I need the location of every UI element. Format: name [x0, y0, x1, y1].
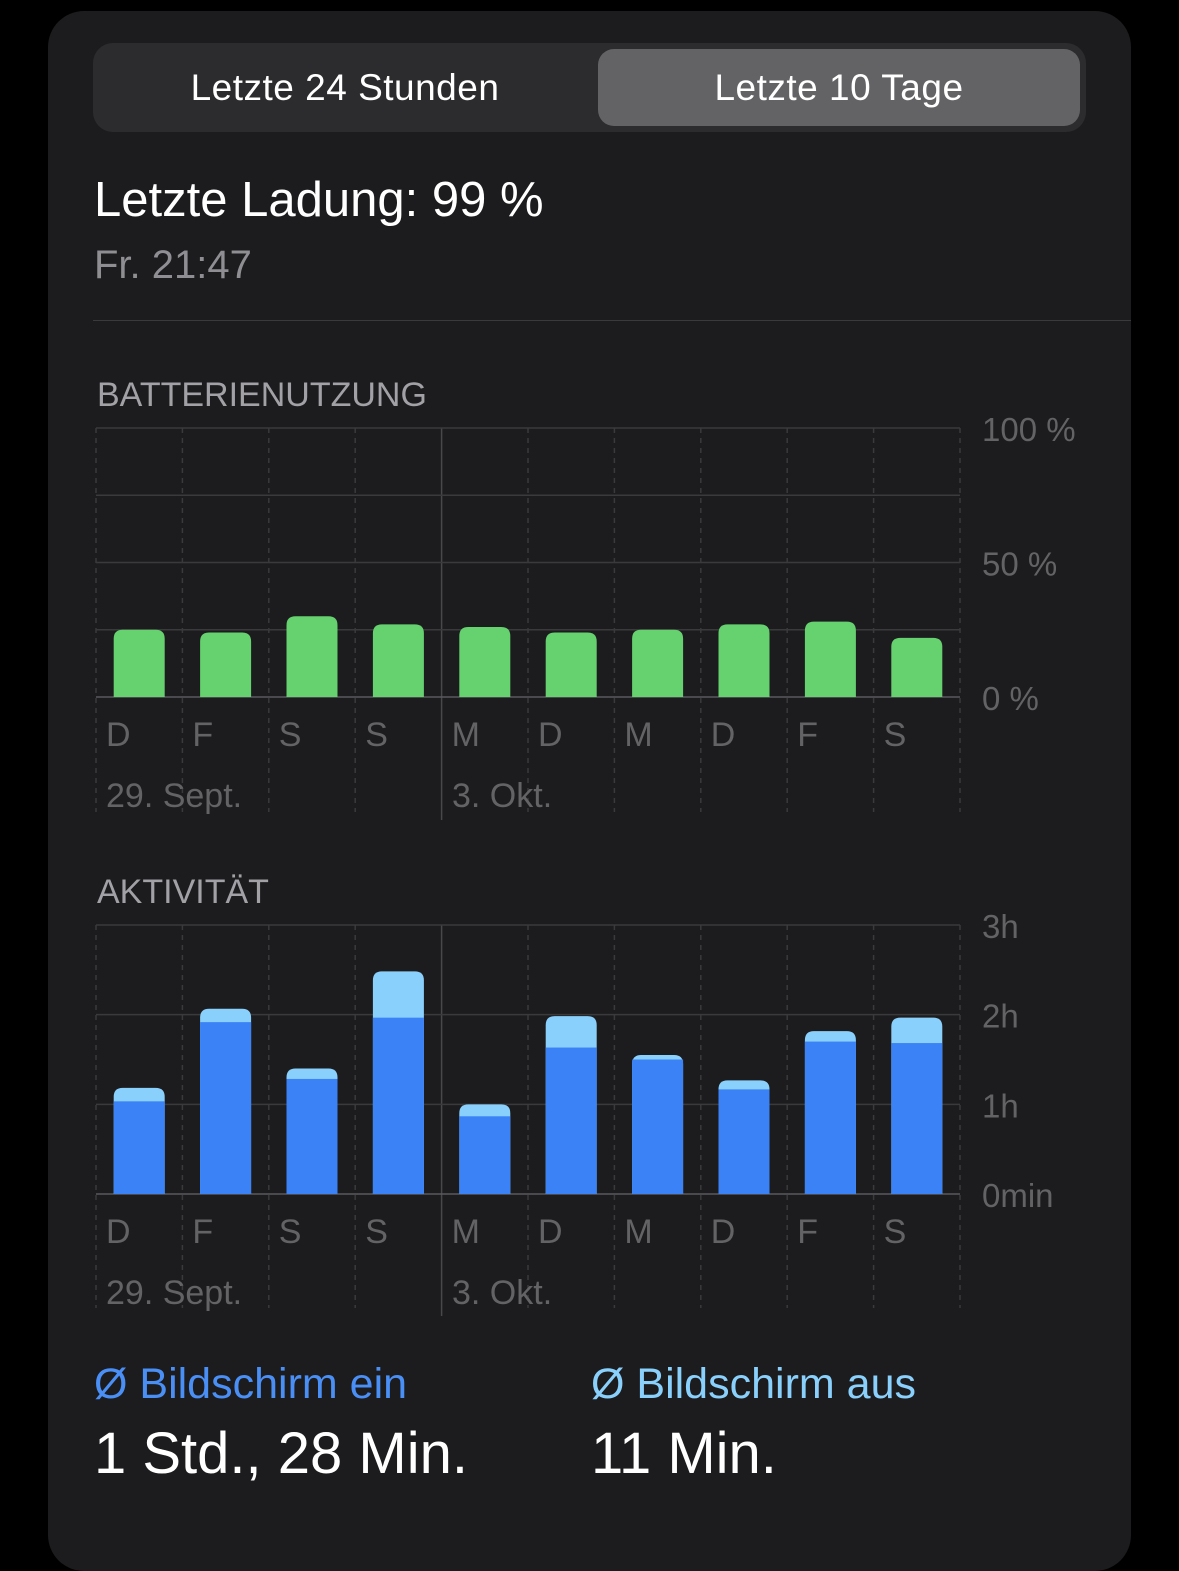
chart-0-day-label: S	[884, 716, 907, 754]
battery-bar	[718, 624, 770, 697]
chart-1-ytick: 1h	[982, 1087, 1019, 1124]
screen-on-bar	[286, 1078, 338, 1194]
screen-on-bar	[804, 1041, 856, 1194]
chart-0-day-label: D	[711, 716, 736, 754]
chart-1-day-label: M	[624, 1213, 652, 1251]
chart-1-day-label: D	[711, 1213, 736, 1251]
chart-1-ytick: 3h	[982, 908, 1019, 945]
screen-on-bar	[545, 1047, 597, 1194]
screen-on-bar	[372, 1017, 424, 1194]
screen-on-bar	[459, 1116, 511, 1194]
screen-on-value: 1 Std., 28 Min.	[94, 1421, 468, 1486]
battery-bar	[632, 629, 684, 697]
battery-bar	[459, 627, 511, 697]
screen-on-bar	[718, 1089, 770, 1194]
chart-1-date-label: 29. Sept.	[106, 1274, 242, 1312]
last-charge-time: Fr. 21:47	[94, 243, 252, 287]
tab-last-24-hours[interactable]: Letzte 24 Stunden	[190, 66, 500, 108]
chart-1-day-label: S	[365, 1213, 388, 1251]
time-range-segmented-control: Letzte 24 Stunden Letzte 10 Tage	[93, 43, 1086, 132]
chart-0-ytick: 0 %	[982, 680, 1039, 717]
chart-0-title: BATTERIENUTZUNG	[97, 376, 427, 414]
battery-bar	[372, 624, 424, 697]
chart-1-day-label: D	[538, 1213, 563, 1251]
screen-on-bar	[891, 1043, 943, 1194]
screen-on-label: Ø Bildschirm ein	[94, 1360, 408, 1408]
chart-1-day-label: M	[452, 1213, 480, 1251]
chart-1-title: AKTIVITÄT	[97, 873, 269, 911]
chart-1-ytick: 0min	[982, 1177, 1054, 1214]
battery-bar	[113, 629, 165, 697]
chart-0-day-label: F	[192, 716, 213, 754]
chart-0-ytick: 100 %	[982, 411, 1076, 448]
chart-0-ytick: 50 %	[982, 546, 1057, 583]
divider	[93, 320, 1131, 321]
battery-bar	[891, 637, 943, 697]
chart-0-date-label: 3. Okt.	[452, 777, 552, 815]
battery-bar	[804, 621, 856, 697]
chart-0-day-label: S	[365, 716, 388, 754]
chart-0-day-label: D	[538, 716, 563, 754]
chart-0-date-label: 29. Sept.	[106, 777, 242, 815]
screen-off-value: 11 Min.	[591, 1421, 777, 1486]
screen-off-label: Ø Bildschirm aus	[591, 1360, 916, 1408]
screen-on-bar	[113, 1101, 165, 1194]
chart-0-day-label: F	[797, 716, 818, 754]
chart-0-day-label: M	[452, 716, 480, 754]
chart-1-ytick: 2h	[982, 998, 1019, 1035]
chart-1-day-label: D	[106, 1213, 131, 1251]
battery-bar	[200, 632, 252, 697]
screen-on-bar	[632, 1059, 684, 1194]
chart-0-day-label: S	[279, 716, 302, 754]
tab-last-10-days[interactable]: Letzte 10 Tage	[598, 49, 1080, 126]
battery-bar	[545, 632, 597, 697]
chart-1-date-label: 3. Okt.	[452, 1274, 552, 1312]
chart-1-day-label: S	[279, 1213, 302, 1251]
chart-1-day-label: S	[884, 1213, 907, 1251]
chart-0-day-label: M	[624, 716, 652, 754]
last-charge-label: Letzte Ladung: 99 %	[94, 173, 544, 227]
battery-bar	[286, 616, 338, 697]
chart-0-day-label: D	[106, 716, 131, 754]
screen-on-bar	[200, 1022, 252, 1194]
battery-card	[48, 11, 1131, 1571]
chart-1-day-label: F	[192, 1213, 213, 1251]
chart-1-day-label: F	[797, 1213, 818, 1251]
